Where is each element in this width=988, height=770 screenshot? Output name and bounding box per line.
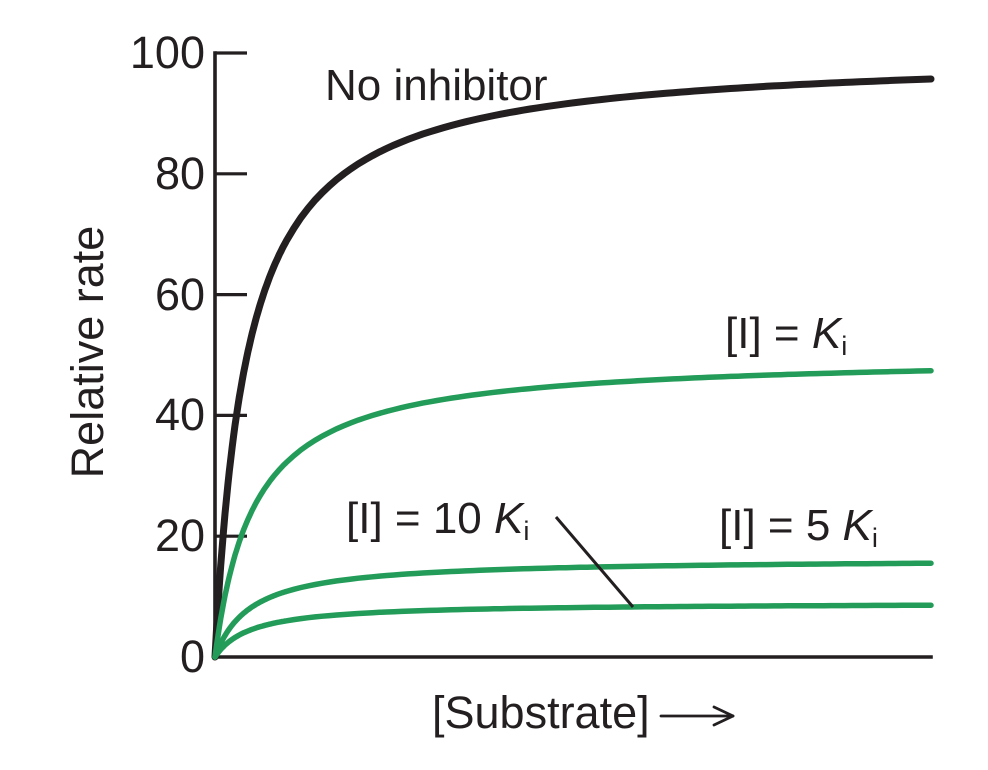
y-tick-label: 0: [179, 631, 205, 682]
ki-subscript: i: [871, 521, 878, 553]
callout-line-10ki: [554, 516, 635, 608]
y-tick-label: 40: [154, 389, 205, 441]
label-text: [I] =: [725, 309, 812, 358]
x-axis-arrow-icon: [659, 705, 735, 727]
y-tick-label: 100: [129, 27, 205, 78]
x-axis-title: [Substrate]: [432, 687, 650, 738]
y-tick-label: 80: [154, 147, 205, 199]
curve-label-no-inhibitor: No inhibitor: [325, 61, 548, 110]
ki-subscript: i: [841, 329, 848, 361]
curve-10ki: [212, 602, 934, 660]
ki-symbol: K: [811, 309, 842, 358]
curve-5ki: [212, 560, 934, 660]
y-tick-label: 60: [154, 268, 205, 320]
y-axis-title: Relative rate: [62, 225, 113, 479]
curve-no-inhibitor: [211, 75, 935, 661]
curve-label-5ki: [I] = 5 Ki: [719, 502, 878, 562]
y-tick-label: 20: [154, 510, 205, 562]
curve-label-ki: [I] = Ki: [725, 310, 847, 370]
curve-ki: [212, 367, 934, 660]
ki-subscript: i: [523, 514, 530, 546]
ki-symbol: K: [842, 501, 872, 550]
ki-symbol: K: [493, 494, 524, 543]
curve-label-10ki: [I] = 10 Ki: [346, 495, 529, 555]
label-text: [I] = 10: [346, 494, 494, 543]
label-text: [I] = 5: [719, 501, 843, 550]
